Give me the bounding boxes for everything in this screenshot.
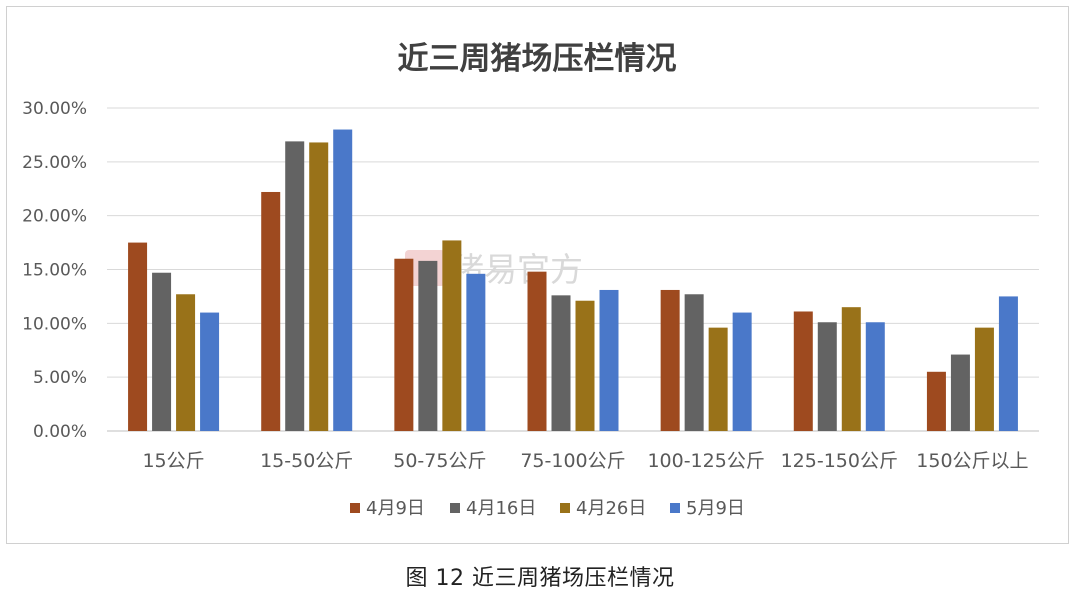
legend-swatch [560,503,570,513]
bar [841,307,861,431]
bar [285,141,305,432]
bar [128,242,148,431]
bar [865,322,885,431]
y-tick-label: 10.00% [22,314,87,334]
x-category-label: 125-150公斤 [781,450,898,472]
bar [732,312,752,431]
bar [575,300,595,431]
legend-swatch [450,503,460,513]
bar [974,327,994,431]
bar [200,312,220,431]
bar [660,289,680,431]
bar [394,258,414,431]
bar [708,327,728,431]
bar [442,240,462,431]
y-tick-label: 5.00% [33,368,87,388]
y-tick-label: 0.00% [33,422,87,442]
x-category-label: 50-75公斤 [393,450,486,472]
x-category-label: 15-50公斤 [260,450,353,472]
bar [176,294,196,431]
legend-label: 5月9日 [686,498,745,519]
bar [551,295,571,431]
bar-chart: 猪易官方 0.00%5.00%10.00%15.00%20.00%25.00%3… [22,41,1039,519]
legend-label: 4月9日 [366,498,425,519]
y-tick-label: 15.00% [22,261,87,281]
y-tick-label: 30.00% [22,99,87,119]
x-category-label: 15公斤 [142,450,204,472]
bar [950,354,970,431]
legend-swatch [670,503,680,513]
bar [998,296,1018,431]
figure-caption: 图 12 近三周猪场压栏情况 [405,566,675,591]
y-axis-ticks: 0.00% 5.00% 10.00% 15.00% 20.00% 25.00% 30.00% [22,99,87,442]
chart-title: 近三周猪场压栏情况 [398,41,677,77]
x-category-label: 150公斤以上 [916,450,1028,472]
legend-swatch [350,503,360,513]
bar [261,191,281,431]
y-tick-label: 20.00% [22,207,87,227]
bar [152,272,172,431]
bar [333,129,353,431]
legend-label: 4月16日 [466,498,536,519]
legend: 4月9日 4月16日 4月26日 5月9日 [350,498,745,519]
bar [309,142,329,431]
bar [926,371,946,431]
y-tick-label: 25.00% [22,153,87,173]
bar [684,294,704,431]
bar [817,322,837,431]
legend-label: 4月26日 [576,498,646,519]
bar [418,260,438,431]
bar [527,271,547,431]
bars [128,129,1018,432]
bar [466,273,486,431]
x-category-label: 75-100公斤 [520,450,625,472]
x-category-label: 100-125公斤 [647,450,764,472]
bar [599,289,619,431]
chart-frame: 猪易官方 0.00% 5.00% 10.00% 15.00% 20.00% 25.00% 3… [6,6,1069,544]
x-axis-categories: 15公斤 15-50公斤 50-75公斤 75-100公斤 100-125公斤 125-1… [142,450,1028,472]
bar [793,311,813,431]
